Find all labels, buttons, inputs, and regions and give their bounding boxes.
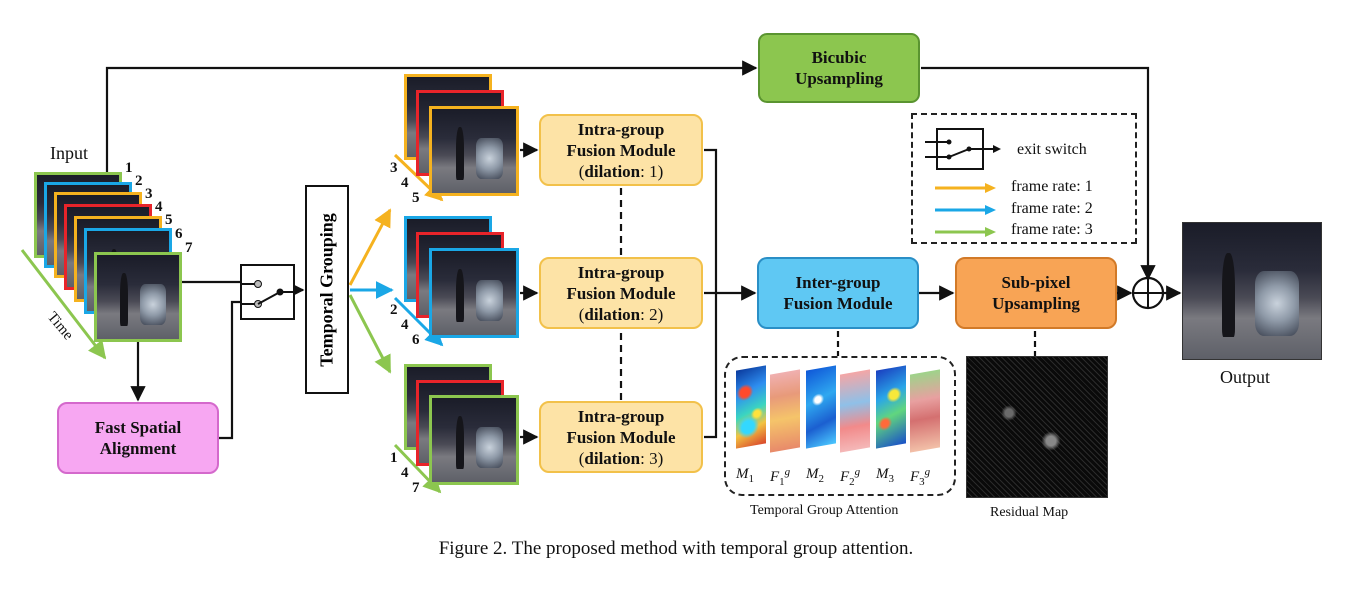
intra-2-dilation: (dilation: 2)	[578, 304, 664, 324]
group-1-index-a: 3	[390, 160, 398, 176]
attention-map-m2	[806, 365, 836, 449]
exit-switch-icon	[925, 128, 1001, 170]
frame-index-2: 2	[135, 173, 143, 189]
group-1-index-c: 5	[412, 190, 420, 206]
figure-caption: Figure 2. The proposed method with tempo…	[438, 538, 914, 559]
output-image	[1182, 222, 1322, 360]
bicubic-line2: Upsampling	[795, 69, 883, 88]
group-3-frame-c	[429, 395, 519, 485]
inter-line1: Inter-group	[795, 273, 881, 292]
exit-switch	[240, 264, 295, 320]
intra-group-fusion-module-1: Intra-group Fusion Module (dilation: 1)	[539, 114, 703, 186]
subpix-line1: Sub-pixel	[1001, 273, 1071, 292]
feature-map-f3	[910, 369, 940, 453]
fsa-line2: Alignment	[99, 439, 177, 458]
intra-2-line1: Intra-group	[577, 262, 665, 282]
label-f3: F3g	[910, 466, 931, 488]
group-2-frame-c	[429, 248, 519, 338]
frame-index-4: 4	[155, 199, 163, 215]
group-3-index-a: 1	[390, 450, 398, 466]
legend-arrow-green-icon	[935, 227, 996, 237]
frame-index-6: 6	[175, 226, 183, 242]
temporal-grouping-label: Temporal Grouping	[316, 212, 337, 367]
legend-box: exit switch frame rate: 1 frame rate: 2 …	[911, 113, 1137, 244]
group-2-index-c: 6	[412, 332, 420, 348]
sub-pixel-upsampling-module: Sub-pixel Upsampling	[955, 257, 1117, 329]
feature-map-f2	[840, 369, 870, 453]
frame-index-7: 7	[185, 240, 193, 256]
inter-group-fusion-module: Inter-group Fusion Module	[757, 257, 919, 329]
legend-arrow-blue-icon	[935, 205, 996, 215]
frame-index-3: 3	[145, 186, 153, 202]
fsa-line1: Fast Spatial	[94, 418, 182, 437]
residual-caption: Residual Map	[990, 505, 1069, 520]
frame-index-5: 5	[165, 212, 173, 228]
group-3-index-c: 7	[412, 480, 420, 496]
label-m2: M2	[806, 466, 824, 485]
output-label: Output	[1220, 367, 1271, 387]
bicubic-upsampling-module: Bicubic Upsampling	[758, 33, 920, 103]
intra-3-line2: Fusion Module	[566, 427, 676, 447]
intra-3-line1: Intra-group	[577, 406, 665, 426]
group-3-index-b: 4	[401, 465, 409, 481]
input-frame-7	[94, 252, 182, 342]
inter-line2: Fusion Module	[783, 294, 893, 313]
intra-1-line1: Intra-group	[577, 119, 665, 139]
attention-caption: Temporal Group Attention	[750, 503, 899, 518]
sum-symbol	[1131, 276, 1165, 310]
input-label: Input	[50, 143, 88, 163]
label-f1: F1g	[770, 466, 791, 488]
subpix-line2: Upsampling	[992, 294, 1080, 313]
group-1-frame-c	[429, 106, 519, 196]
bicubic-line1: Bicubic	[811, 48, 867, 67]
temporal-grouping-module: Temporal Grouping	[305, 185, 349, 394]
group-2-index-b: 4	[401, 317, 409, 333]
intra-1-line2: Fusion Module	[566, 140, 676, 160]
intra-group-fusion-module-2: Intra-group Fusion Module (dilation: 2)	[539, 257, 703, 329]
legend-item-1: frame rate: 1	[1011, 178, 1093, 195]
intra-2-line2: Fusion Module	[566, 283, 676, 303]
attention-map-m1	[736, 365, 766, 449]
legend-item-2: frame rate: 2	[1011, 200, 1093, 217]
label-f2: F2g	[840, 466, 861, 488]
legend-switch-label: exit switch	[1017, 141, 1087, 158]
label-m3: M3	[876, 466, 894, 485]
residual-map-image	[966, 356, 1108, 498]
attention-map-m3	[876, 365, 906, 449]
feature-map-f1	[770, 369, 800, 453]
fast-spatial-alignment-module: Fast Spatial Alignment	[57, 402, 219, 474]
group-2-index-a: 2	[390, 302, 398, 318]
group-1-index-b: 4	[401, 175, 409, 191]
intra-group-fusion-module-3: Intra-group Fusion Module (dilation: 3)	[539, 401, 703, 473]
frame-index-1: 1	[125, 160, 133, 176]
intra-1-dilation: (dilation: 1)	[578, 161, 664, 181]
intra-3-dilation: (dilation: 3)	[578, 448, 664, 468]
label-m1: M1	[736, 466, 754, 485]
input-to-bicubic-line	[105, 60, 758, 215]
bicubic-to-sum-line	[921, 66, 1156, 281]
legend-item-3: frame rate: 3	[1011, 221, 1093, 238]
legend-arrow-orange-icon	[935, 183, 996, 193]
temporal-group-attention-box: M1 F1g M2 F2g M3 F3g	[724, 356, 956, 496]
